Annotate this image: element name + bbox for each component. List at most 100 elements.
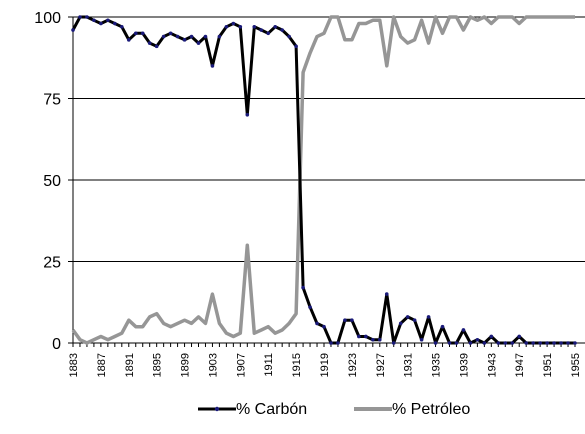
data-point <box>78 15 82 19</box>
data-point <box>364 334 368 339</box>
data-point <box>447 341 452 345</box>
data-point <box>357 334 361 339</box>
data-point <box>538 341 542 345</box>
x-tick-label: 1895 <box>152 353 164 377</box>
data-point <box>259 28 264 32</box>
data-point <box>140 31 145 36</box>
x-tick-label: 1883 <box>68 353 80 377</box>
data-point <box>426 315 431 319</box>
data-point <box>496 341 501 345</box>
data-point <box>161 34 166 39</box>
data-point <box>231 21 236 26</box>
data-point <box>405 315 410 319</box>
data-point <box>245 113 250 117</box>
data-point <box>440 324 445 329</box>
data-point <box>120 24 124 29</box>
y-tick-label: 100 <box>34 10 61 27</box>
data-point <box>287 34 291 39</box>
data-point <box>336 341 340 345</box>
data-point <box>266 31 271 36</box>
data-point <box>85 15 89 19</box>
data-point <box>113 21 117 26</box>
data-point <box>217 34 222 39</box>
data-point <box>350 318 354 322</box>
x-tick-label: 1951 <box>542 353 554 377</box>
data-point <box>106 18 110 23</box>
data-point <box>552 341 556 345</box>
x-tick-label: 1919 <box>319 353 331 377</box>
x-tick-label: 1907 <box>235 353 247 377</box>
series-lines <box>71 15 577 345</box>
x-tick-label: 1939 <box>458 353 470 377</box>
data-point <box>343 318 347 322</box>
y-tick-label: 75 <box>43 92 61 109</box>
data-point <box>71 28 75 32</box>
x-tick-label: 1935 <box>431 353 443 377</box>
data-point <box>475 337 480 342</box>
data-point <box>482 341 487 345</box>
data-point <box>294 44 298 49</box>
legend-marker-carbon <box>214 406 220 412</box>
data-point <box>147 41 152 45</box>
data-point <box>391 341 396 345</box>
data-point <box>524 341 528 345</box>
data-point <box>419 337 424 342</box>
data-point <box>412 318 417 322</box>
data-point <box>133 31 138 36</box>
data-point <box>398 321 403 326</box>
legend: % Carbón % Petróleo <box>198 401 470 418</box>
y-tick-label: 25 <box>43 255 61 272</box>
data-point <box>99 21 103 26</box>
data-point <box>489 334 494 339</box>
x-tick-label: 1887 <box>96 353 108 377</box>
x-tick-label: 1911 <box>263 353 275 377</box>
data-point <box>377 337 382 342</box>
x-tick-label: 1903 <box>207 353 219 377</box>
data-point <box>503 341 508 345</box>
data-point <box>510 341 515 345</box>
x-tick-label: 1899 <box>180 353 192 377</box>
data-point <box>531 341 535 345</box>
data-point <box>315 321 319 326</box>
data-point <box>210 64 215 68</box>
data-point <box>545 341 549 345</box>
data-point <box>322 324 326 329</box>
data-point <box>273 24 277 29</box>
data-point <box>203 34 208 39</box>
data-point <box>182 38 187 42</box>
data-point <box>329 341 333 345</box>
y-tick-labels: 0 25 50 75 100 <box>34 10 61 353</box>
x-tick-label: 1923 <box>347 353 359 377</box>
data-point <box>454 341 459 345</box>
data-point <box>301 285 305 290</box>
data-point <box>468 341 473 345</box>
x-tick-label: 1915 <box>291 353 303 377</box>
data-point <box>189 34 194 39</box>
axes <box>68 16 585 347</box>
data-point <box>371 337 375 342</box>
x-tick-label: 1931 <box>403 353 415 377</box>
data-point <box>154 44 159 49</box>
data-point <box>92 18 96 23</box>
data-point <box>308 305 312 309</box>
x-tick-label: 1955 <box>570 353 582 377</box>
x-tick-label: 1927 <box>375 353 387 377</box>
x-tick-label: 1891 <box>124 353 136 377</box>
data-point <box>461 328 466 332</box>
data-point <box>280 28 284 32</box>
legend-label-carbon: % Carbón <box>236 401 307 418</box>
data-point <box>175 34 180 39</box>
data-point <box>238 24 243 29</box>
x-tick-labels: 1883 1887 1891 1895 1899 1903 1907 1911 1915 1919… <box>68 353 582 377</box>
data-point <box>196 41 201 45</box>
data-point <box>433 341 438 345</box>
data-point <box>573 341 577 345</box>
y-tick-label: 0 <box>52 336 61 353</box>
x-tick-label: 1947 <box>514 353 526 377</box>
series-line-petroleo <box>71 15 575 345</box>
gridlines <box>73 16 585 262</box>
data-point <box>384 292 389 296</box>
data-point <box>566 341 570 345</box>
legend-label-petroleo: % Petróleo <box>392 401 470 418</box>
